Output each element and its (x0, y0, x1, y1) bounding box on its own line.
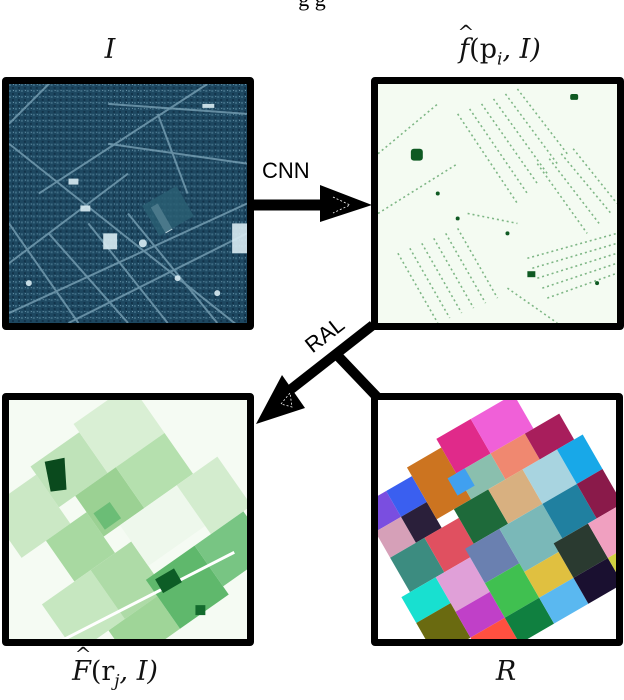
satellite-image (9, 84, 247, 323)
region-connector-line (333, 351, 382, 402)
label-text: R (495, 656, 517, 687)
label-sub: i (497, 49, 503, 70)
label-args: (r (90, 656, 115, 687)
label-region-features: F(rj, I) (55, 656, 175, 691)
label-regions: R (486, 656, 526, 687)
label-pixel-features: f(pi, I) (440, 34, 560, 69)
hat-F: F (72, 656, 91, 687)
ral-arrow (256, 321, 377, 424)
region-segmentation (378, 400, 616, 639)
panel-regions (371, 393, 623, 646)
label-main: f (459, 34, 470, 65)
panel-pixel-features (371, 77, 624, 330)
panel-region-features (2, 393, 254, 646)
label-end: , I) (119, 656, 158, 687)
pixel-feature-heatmap (378, 84, 617, 323)
cnn-arrow (254, 185, 372, 222)
clipped-caption: g g (0, 0, 624, 12)
label-input-image: I (90, 34, 130, 65)
label-sub: j (114, 671, 120, 692)
label-text: I (104, 34, 116, 65)
label-end: , I) (502, 34, 541, 65)
panel-input-image (2, 77, 254, 330)
region-feature-map (9, 400, 247, 639)
hat-f: f (459, 34, 469, 65)
edge-label-cnn: CNN (262, 158, 310, 183)
